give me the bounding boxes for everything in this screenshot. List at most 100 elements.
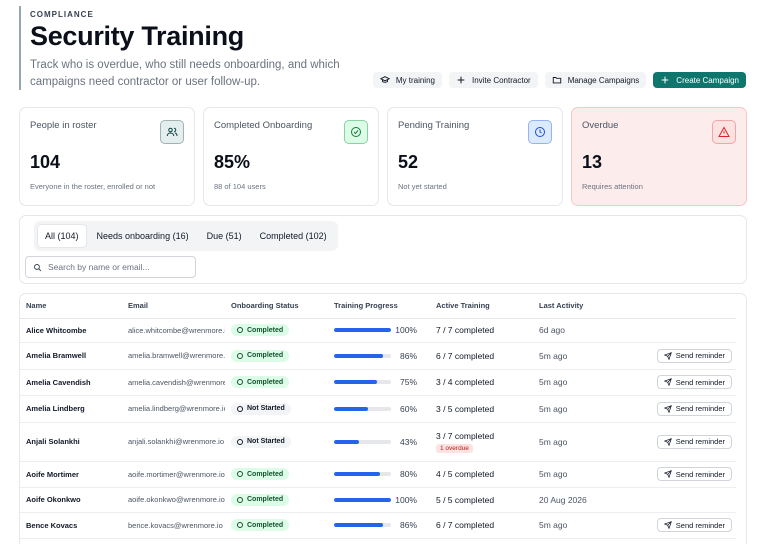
status-badge: Completed: [231, 324, 290, 336]
send-reminder-button[interactable]: Send reminder: [656, 375, 732, 389]
user-name[interactable]: Amelia Lindberg: [20, 395, 122, 423]
tab-completed[interactable]: Completed (102): [259, 231, 327, 241]
user-email: aoife.okonkwo@wrenmore.io: [122, 487, 225, 513]
progress-percent: 43%: [399, 436, 417, 447]
onboarding-status-cell: Completed: [225, 512, 328, 539]
active-training-count: 3 / 4 completed: [436, 377, 495, 387]
table-row[interactable]: Amelia Lindberg amelia.lindberg@wrenmore.…: [20, 395, 736, 423]
check-circle-icon: [237, 352, 243, 359]
stat-card-overdue: Overdue 13 Requires attention: [571, 107, 747, 206]
send-reminder-button[interactable]: Send reminder: [656, 434, 732, 449]
user-email: bence.kovacs@wrenmore.io: [122, 512, 225, 539]
column-header-active-training[interactable]: Active Training: [430, 294, 533, 319]
training-progress-cell: 86%: [328, 342, 430, 370]
warning-icon: [712, 120, 736, 144]
training-progress-cell: 100%: [328, 487, 430, 513]
status-badge: Completed: [231, 349, 290, 362]
column-header-onboarding-status[interactable]: Onboarding Status: [225, 294, 328, 319]
invite-contractor-label: Invite Contractor: [471, 75, 531, 85]
column-header-actions: [636, 294, 736, 319]
progress-percent: 60%: [399, 403, 417, 414]
active-training-cell: 6 / 7 completed: [430, 342, 533, 370]
stat-note: 88 of 104 users: [214, 182, 266, 191]
table-row[interactable]: Bence Kovacs bence.kovacs@wrenmore.io Comp…: [20, 512, 736, 539]
invite-contractor-button[interactable]: Invite Contractor: [448, 72, 538, 88]
column-header-training-progress[interactable]: Training Progress: [328, 294, 430, 319]
stat-note: Not yet started: [398, 182, 447, 191]
onboarding-status-cell: Not Started: [225, 395, 328, 423]
send-icon: [663, 437, 672, 446]
user-name[interactable]: Alice Whitcombe: [20, 318, 122, 343]
table-row[interactable]: Alice Whitcombe alice.whitcombe@wrenmore.…: [20, 318, 736, 343]
user-name[interactable]: Amelia Bramwell: [20, 342, 122, 370]
manage-campaigns-label: Manage Campaigns: [567, 75, 640, 85]
tab-due[interactable]: Due (51): [206, 231, 242, 241]
user-name[interactable]: Amelia Cavendish: [20, 369, 122, 396]
table-row[interactable]: Amelia Cavendish amelia.cavendish@wrenmor…: [20, 369, 736, 396]
filter-panel: All (104) Needs onboarding (16) Due (51)…: [19, 215, 747, 284]
progress: 60%: [334, 404, 430, 414]
manage-campaigns-button[interactable]: Manage Campaigns: [544, 72, 647, 88]
table-row[interactable]: Aoife Mortimer aoife.mortimer@wrenmore.io…: [20, 461, 736, 488]
status-label: Completed: [247, 496, 284, 503]
progress: 43%: [334, 437, 430, 447]
active-training-cell: 7 / 7 completed: [430, 318, 533, 343]
stat-label: Completed Onboarding: [214, 120, 313, 131]
user-name[interactable]: Bence Kovacs: [20, 512, 122, 539]
stat-note: Everyone in the roster, enrolled or not: [30, 182, 156, 191]
user-name[interactable]: Aoife Okonkwo: [20, 487, 122, 513]
active-training-count: 4 / 5 completed: [436, 469, 495, 479]
send-reminder-button[interactable]: Send reminder: [656, 518, 732, 532]
progress-fill: [334, 380, 377, 384]
progress-fill: [334, 353, 384, 358]
send-reminder-button[interactable]: Send reminder: [656, 467, 732, 481]
table-row[interactable]: Anjali Solankhi anjali.solankhi@wrenmore.…: [20, 422, 736, 462]
training-progress-cell: 75%: [328, 369, 430, 396]
search-input[interactable]: [48, 262, 188, 272]
table-row[interactable]: Aoife Okonkwo aoife.okonkwo@wrenmore.io Co…: [20, 487, 736, 513]
stat-value: 13: [582, 152, 603, 172]
column-header-name[interactable]: Name: [20, 294, 122, 319]
progress: 100%: [334, 495, 430, 505]
row-action-cell: Send reminder: [636, 422, 736, 462]
status-label: Not Started: [247, 438, 285, 445]
active-training-cell: 3 / 7 completed 1 overdue: [430, 422, 533, 462]
send-reminder-button[interactable]: Send reminder: [656, 401, 732, 416]
training-progress-cell: 80%: [328, 461, 430, 488]
user-name[interactable]: Aoife Mortimer: [20, 461, 122, 488]
send-icon: [663, 470, 672, 478]
progress-track: [334, 439, 391, 444]
active-training-count: 3 / 5 completed: [436, 403, 495, 414]
status-label: Completed: [247, 326, 284, 334]
active-training-count: 5 / 5 completed: [436, 494, 495, 505]
row-action-cell: Send reminder: [636, 395, 736, 423]
column-header-email[interactable]: Email: [122, 294, 225, 319]
page-subtitle: Track who is overdue, who still needs on…: [30, 59, 340, 88]
progress-percent: 86%: [399, 350, 417, 361]
header-actions: My training Invite Contractor Manage Cam…: [372, 72, 746, 88]
last-activity: 5m ago: [533, 512, 636, 539]
send-reminder-button[interactable]: Send reminder: [656, 348, 732, 363]
send-reminder-label: Send reminder: [675, 469, 725, 479]
onboarding-status-cell: Completed: [225, 342, 328, 370]
column-header-last-activity[interactable]: Last Activity: [533, 294, 636, 319]
progress-fill: [334, 406, 369, 411]
training-progress-cell: 43%: [328, 422, 430, 462]
graduation-cap-icon: [379, 76, 390, 83]
tab-all[interactable]: All (104): [38, 225, 86, 247]
user-name[interactable]: Anjali Solankhi: [20, 422, 122, 462]
training-progress-cell: 60%: [328, 395, 430, 423]
progress-fill: [334, 523, 384, 527]
plus-icon: [457, 76, 465, 84]
create-campaign-button[interactable]: Create Campaign: [653, 72, 746, 88]
active-training-count: 6 / 7 completed: [436, 520, 495, 530]
row-action-cell: Send reminder: [636, 369, 736, 396]
progress-percent: 100%: [395, 325, 417, 335]
status-badge: Completed: [231, 519, 290, 531]
tab-needs-onboarding[interactable]: Needs onboarding (16): [96, 231, 189, 241]
progress: 86%: [334, 520, 430, 530]
table-row[interactable]: Amelia Bramwell amelia.bramwell@wrenmore.…: [20, 342, 736, 370]
folder-icon: [552, 77, 561, 84]
progress-track: [334, 497, 391, 502]
my-training-button[interactable]: My training: [372, 72, 442, 88]
